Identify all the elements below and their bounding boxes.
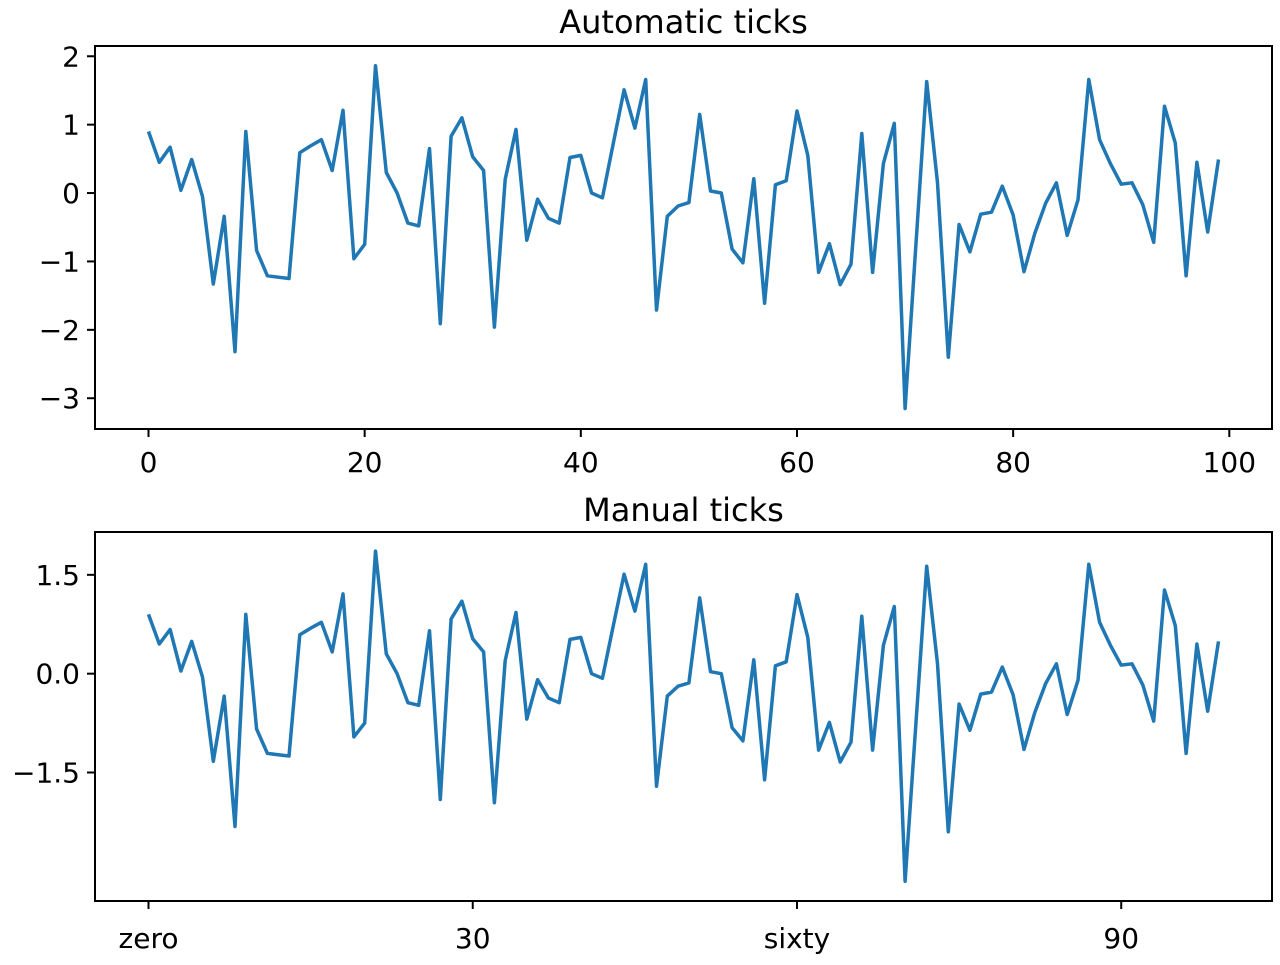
x-tick-label: 20 — [347, 446, 383, 479]
y-tick-label: 1.5 — [35, 559, 80, 592]
plot-automatic-ticks: Automatic ticks 0 20 40 60 80 100 2 1 0 −1 −2 −3 — [39, 3, 1273, 479]
x-axis-ticks: 0 20 40 60 80 100 — [140, 429, 1256, 479]
y-tick-label: 2 — [62, 40, 80, 73]
plot-title: Automatic ticks — [559, 3, 808, 41]
y-axis-ticks: 1.5 0.0 −1.5 — [12, 559, 95, 790]
series-line — [146, 549, 1221, 883]
x-tick-label: 100 — [1203, 446, 1256, 479]
x-tick-label: 30 — [455, 922, 491, 955]
y-tick-label: 0.0 — [35, 658, 80, 691]
y-tick-label: −1.5 — [12, 757, 80, 790]
x-tick-label: sixty — [764, 922, 831, 955]
y-tick-label: −3 — [39, 382, 80, 415]
y-tick-label: 1 — [62, 109, 80, 142]
x-tick-label: 80 — [995, 446, 1031, 479]
x-tick-label: 60 — [779, 446, 815, 479]
plot-title: Manual ticks — [583, 491, 784, 529]
plot-frame — [94, 45, 1273, 430]
y-axis-ticks: 2 1 0 −1 −2 −3 — [39, 40, 95, 415]
y-tick-label: −2 — [39, 314, 80, 347]
series-line — [146, 64, 1221, 411]
x-tick-label: 0 — [140, 446, 158, 479]
x-tick-label: 90 — [1103, 922, 1139, 955]
y-tick-label: 0 — [62, 177, 80, 210]
x-tick-label: zero — [119, 922, 179, 955]
plot-manual-ticks: Manual ticks zero 30 sixty 90 1.5 0.0 −1.5 — [12, 491, 1273, 955]
x-tick-label: 40 — [563, 446, 599, 479]
x-axis-ticks: zero 30 sixty 90 — [119, 901, 1139, 955]
y-tick-label: −1 — [39, 245, 80, 278]
plot-frame — [94, 531, 1273, 902]
